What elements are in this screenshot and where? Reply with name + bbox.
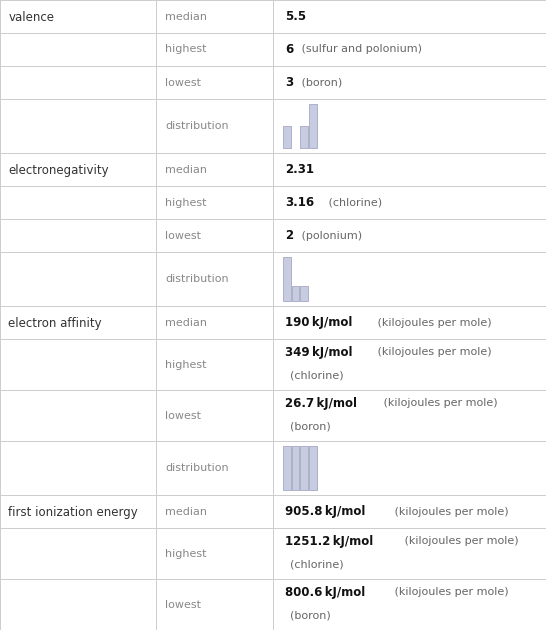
Bar [300,446,308,490]
Text: lowest: lowest [165,600,201,609]
Text: first ionization energy: first ionization energy [8,507,138,519]
Text: (kilojoules per mole): (kilojoules per mole) [391,507,508,517]
Text: 905.8 kJ/mol: 905.8 kJ/mol [285,505,365,518]
Text: (kilojoules per mole): (kilojoules per mole) [401,536,519,546]
Text: 1251.2 kJ/mol: 1251.2 kJ/mol [285,535,373,547]
Bar [292,446,299,490]
Bar [309,104,317,148]
Bar [300,287,308,301]
Bar [283,126,290,148]
Text: 349 kJ/mol: 349 kJ/mol [285,346,353,358]
Text: (boron): (boron) [290,421,331,432]
Text: 5.5: 5.5 [285,10,306,23]
Text: median: median [165,164,207,175]
Text: lowest: lowest [165,231,201,241]
Text: (sulfur and polonium): (sulfur and polonium) [298,45,422,55]
Text: (kilojoules per mole): (kilojoules per mole) [391,587,508,597]
Text: (boron): (boron) [298,77,342,88]
Text: median: median [165,11,207,21]
Text: median: median [165,318,207,328]
Text: (chlorine): (chlorine) [290,559,344,570]
Bar [283,446,290,490]
Text: 3.16: 3.16 [285,196,314,209]
Text: (chlorine): (chlorine) [290,370,344,381]
Text: 190 kJ/mol: 190 kJ/mol [285,316,352,329]
Text: median: median [165,507,207,517]
Bar [292,287,299,301]
Bar [309,446,317,490]
Text: 6: 6 [285,43,293,56]
Text: 2: 2 [285,229,293,242]
Text: (boron): (boron) [290,610,331,621]
Text: highest: highest [165,45,207,55]
Text: 26.7 kJ/mol: 26.7 kJ/mol [285,397,357,410]
Text: lowest: lowest [165,411,201,420]
Text: 3: 3 [285,76,293,89]
Text: lowest: lowest [165,77,201,88]
Text: electronegativity: electronegativity [8,164,109,177]
Text: (polonium): (polonium) [298,231,362,241]
Text: (kilojoules per mole): (kilojoules per mole) [375,347,492,357]
Text: distribution: distribution [165,463,229,473]
Text: electron affinity: electron affinity [8,318,102,330]
Bar [283,257,290,301]
Text: (kilojoules per mole): (kilojoules per mole) [380,398,498,408]
Text: highest: highest [165,197,207,207]
Text: (chlorine): (chlorine) [325,197,382,207]
Bar [300,126,308,148]
Text: 2.31: 2.31 [285,163,314,176]
Text: distribution: distribution [165,121,229,131]
Text: highest: highest [165,360,207,370]
Text: highest: highest [165,549,207,559]
Text: 800.6 kJ/mol: 800.6 kJ/mol [285,586,365,598]
Text: distribution: distribution [165,274,229,284]
Text: (kilojoules per mole): (kilojoules per mole) [374,318,492,328]
Text: valence: valence [8,11,54,25]
